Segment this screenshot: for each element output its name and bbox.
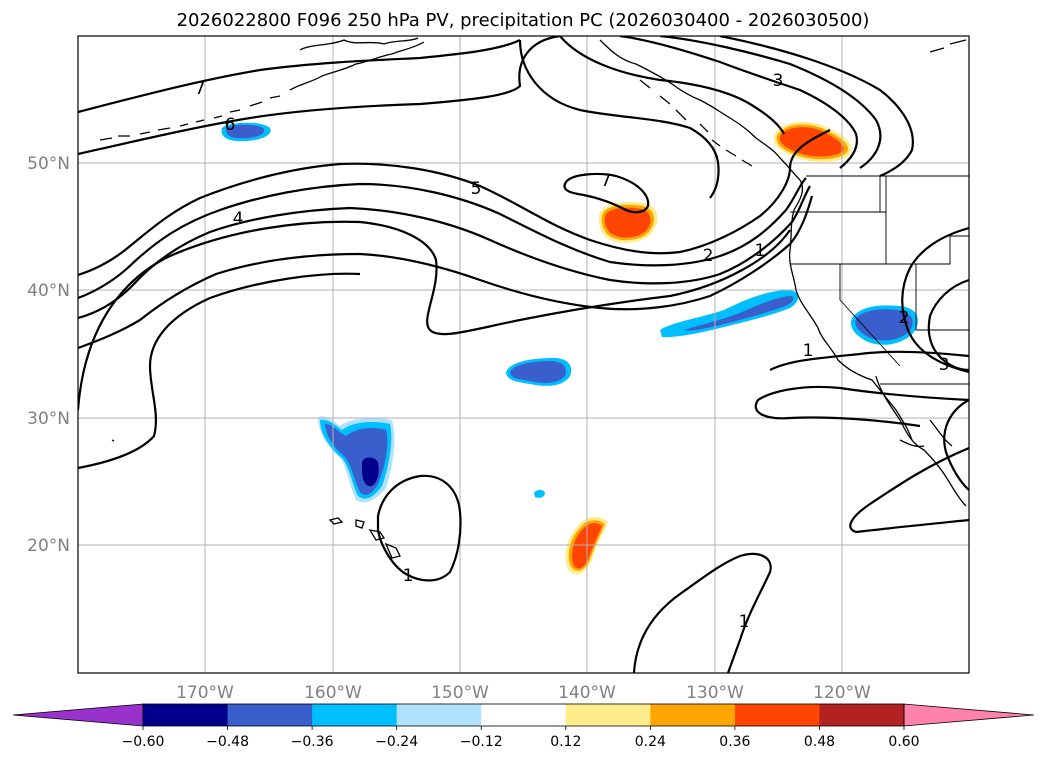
map-gridlines <box>78 36 969 673</box>
colorbar-segment <box>227 704 313 726</box>
contour-label: 3 <box>773 71 784 91</box>
lat-tick-label: 40°N <box>27 281 70 301</box>
colorbar-segment <box>819 704 905 726</box>
colorbar-segment <box>481 704 567 726</box>
colorbar-segment <box>312 704 398 726</box>
chart-title: 2026022800 F096 250 hPa PV, precipitatio… <box>177 10 870 31</box>
lon-tick-label: 160°W <box>304 683 362 703</box>
colorbar-extend-high <box>903 703 1035 727</box>
contour-label: 7 <box>195 79 206 99</box>
colorbar-tick-label: −0.48 <box>206 734 249 750</box>
pv-contour-labels: 7 6 5 4 7 3 2 1 1 2 3 1 1 <box>195 71 950 632</box>
colorbar-tick-label: −0.60 <box>122 734 165 750</box>
colorbar-tick-label: 0.12 <box>550 734 581 750</box>
contour-label: 1 <box>739 612 750 632</box>
lon-tick-label: 150°W <box>431 683 489 703</box>
colorbar-tick-label: 0.24 <box>635 734 666 750</box>
colorbar-extend-low <box>12 703 144 727</box>
lat-tick-label: 50°N <box>27 154 70 174</box>
latitude-tick-labels: 20°N 30°N 40°N 50°N <box>27 154 70 556</box>
colorbar-segment <box>650 704 736 726</box>
contour-label: 3 <box>939 355 950 375</box>
contour-label: 2 <box>703 246 714 266</box>
lon-tick-label: 130°W <box>686 683 744 703</box>
colorbar-segment <box>734 704 820 726</box>
colorbar-segment <box>396 704 482 726</box>
colorbar-tick-label: −0.12 <box>460 734 503 750</box>
precip-colorbar: −0.60 −0.48 −0.36 −0.24 −0.12 0.12 0.24 0.36 0.4… <box>12 703 1035 750</box>
contour-label: 1 <box>403 566 414 586</box>
colorbar-tick-label: 0.36 <box>719 734 750 750</box>
precip-neg-region-california-offshore <box>660 290 799 338</box>
political-borders <box>790 175 969 385</box>
lat-tick-label: 20°N <box>27 536 70 556</box>
lon-tick-label: 140°W <box>558 683 616 703</box>
contour-label: 5 <box>471 179 482 199</box>
contour-label: 7 <box>601 171 612 191</box>
contour-label: 1 <box>755 241 766 261</box>
pv-contours <box>78 36 969 673</box>
colorbar-segment <box>565 704 651 726</box>
precip-shading <box>221 121 918 575</box>
lon-tick-label: 120°W <box>813 683 871 703</box>
contour-label: 2 <box>899 308 910 328</box>
contour-label: 1 <box>803 341 814 361</box>
contour-label: 6 <box>225 115 236 135</box>
lon-tick-label: 170°W <box>176 683 234 703</box>
colorbar-frame <box>142 703 905 727</box>
colorbar-tick-label: 0.48 <box>804 734 835 750</box>
colorbar-tick-label: −0.36 <box>291 734 334 750</box>
colorbar-tick-label: 0.60 <box>888 734 919 750</box>
colorbar-tick-label: −0.24 <box>375 734 418 750</box>
lat-tick-label: 30°N <box>27 409 70 429</box>
longitude-tick-labels: 170°W 160°W 150°W 140°W 130°W 120°W <box>176 683 871 703</box>
colorbar-segment <box>143 704 229 726</box>
map-frame <box>77 35 970 674</box>
contour-label: 4 <box>233 209 244 229</box>
